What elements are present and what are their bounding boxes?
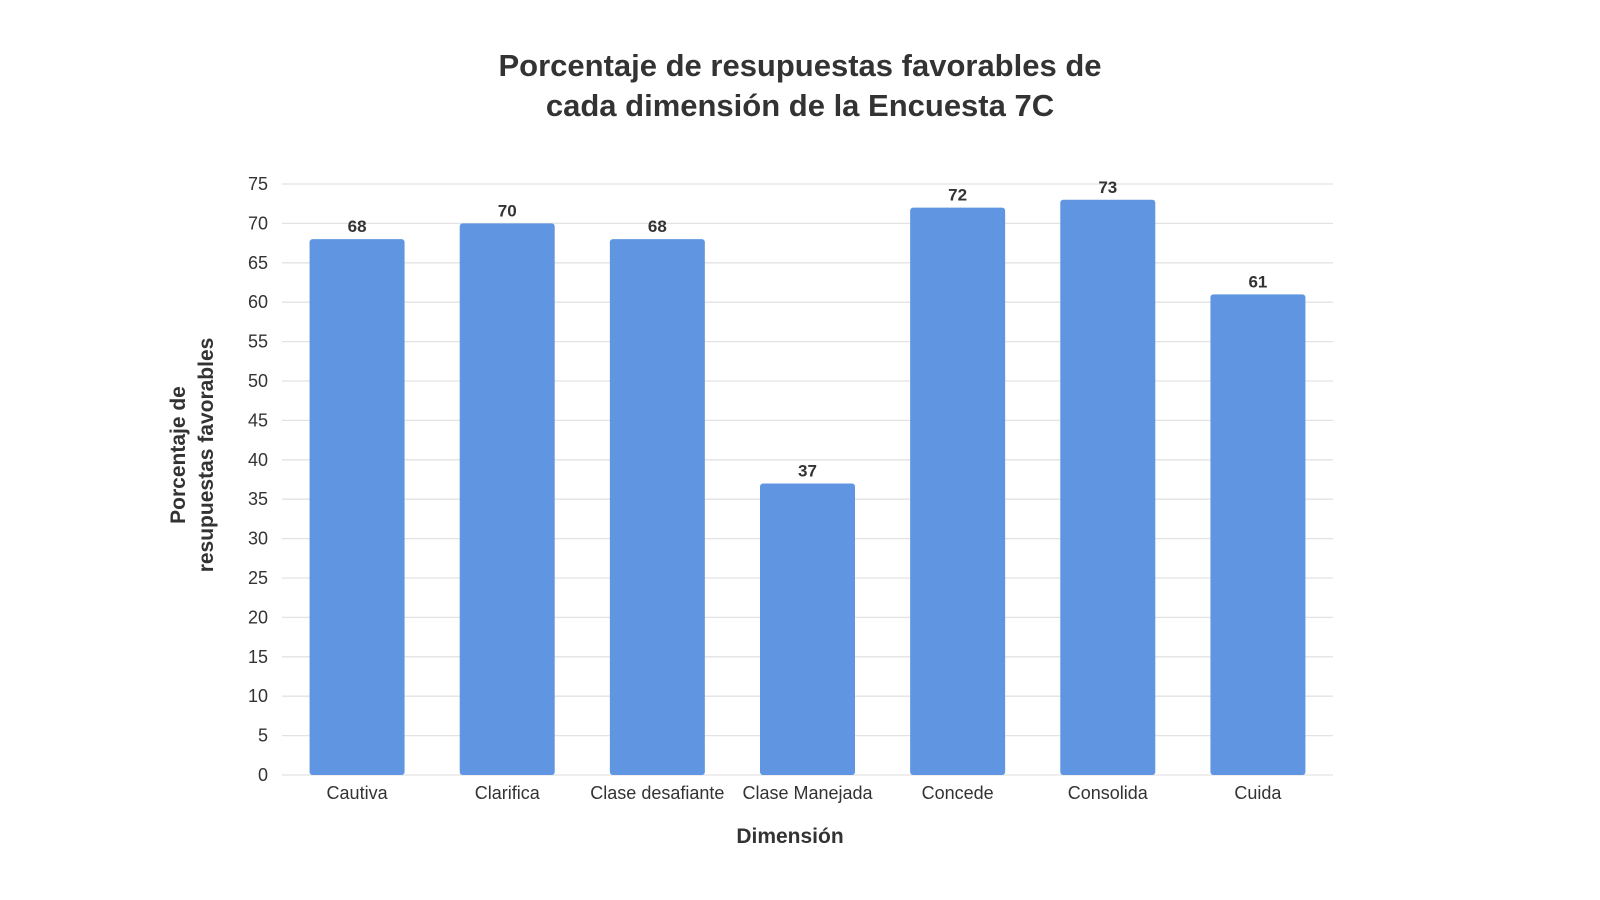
y-tick-label: 65 bbox=[248, 253, 268, 273]
bar bbox=[760, 483, 855, 775]
y-axis-title-line-2: resupuestas favorables bbox=[195, 338, 218, 573]
y-tick-label: 40 bbox=[248, 450, 268, 470]
x-tick-label: Clase desafiante bbox=[590, 783, 724, 803]
x-tick-label: Cautiva bbox=[327, 783, 389, 803]
y-tick-label: 25 bbox=[248, 568, 268, 588]
chart-title: Porcentaje de resupuestas favorables de … bbox=[0, 46, 1600, 126]
y-tick-label: 5 bbox=[258, 726, 268, 746]
data-label: 72 bbox=[948, 186, 967, 205]
data-labels: 68 70 68 37 72 73 61 bbox=[348, 178, 1268, 481]
y-tick-label: 75 bbox=[248, 174, 268, 194]
y-tick-label: 0 bbox=[258, 765, 268, 785]
data-label: 61 bbox=[1248, 272, 1267, 291]
data-label: 37 bbox=[798, 461, 817, 480]
bar bbox=[910, 207, 1006, 775]
y-axis-title: Porcentaje de resupuestas favorables bbox=[167, 338, 218, 573]
y-axis-ticks: 0 5 10 15 20 25 30 35 40 45 50 55 60 65 70 75 bbox=[248, 174, 268, 785]
x-tick-label: Clase Manejada bbox=[742, 783, 873, 803]
y-tick-label: 60 bbox=[248, 292, 268, 312]
x-axis-ticks: Cautiva Clarifica Clase desafiante Clase Ma… bbox=[327, 783, 1283, 803]
x-tick-label: Consolida bbox=[1068, 783, 1149, 803]
x-tick-label: Clarifica bbox=[475, 783, 541, 803]
chart-title-line-1: Porcentaje de resupuestas favorables de bbox=[498, 48, 1102, 83]
bar bbox=[309, 239, 405, 775]
x-axis-title: Dimensión bbox=[736, 825, 843, 848]
bar bbox=[459, 223, 555, 775]
bar bbox=[1060, 199, 1156, 775]
chart-title-line-2: cada dimensión de la Encuesta 7C bbox=[545, 88, 1055, 123]
data-label: 70 bbox=[498, 201, 517, 220]
y-tick-label: 15 bbox=[248, 647, 268, 667]
y-tick-label: 45 bbox=[248, 410, 268, 430]
data-label: 68 bbox=[348, 217, 367, 236]
y-tick-label: 10 bbox=[248, 686, 268, 706]
data-label: 73 bbox=[1098, 178, 1117, 197]
y-tick-label: 30 bbox=[248, 529, 268, 549]
y-tick-label: 50 bbox=[248, 371, 268, 391]
bar bbox=[609, 239, 705, 775]
y-axis-title-line-1: Porcentaje de bbox=[167, 386, 190, 524]
y-tick-label: 20 bbox=[248, 607, 268, 627]
bars bbox=[309, 199, 1306, 775]
y-tick-label: 55 bbox=[248, 332, 268, 352]
x-tick-label: Concede bbox=[922, 783, 994, 803]
bar bbox=[1210, 294, 1306, 775]
y-tick-label: 70 bbox=[248, 213, 268, 233]
data-label: 68 bbox=[648, 217, 667, 236]
x-tick-label: Cuida bbox=[1234, 783, 1282, 803]
y-tick-label: 35 bbox=[248, 489, 268, 509]
